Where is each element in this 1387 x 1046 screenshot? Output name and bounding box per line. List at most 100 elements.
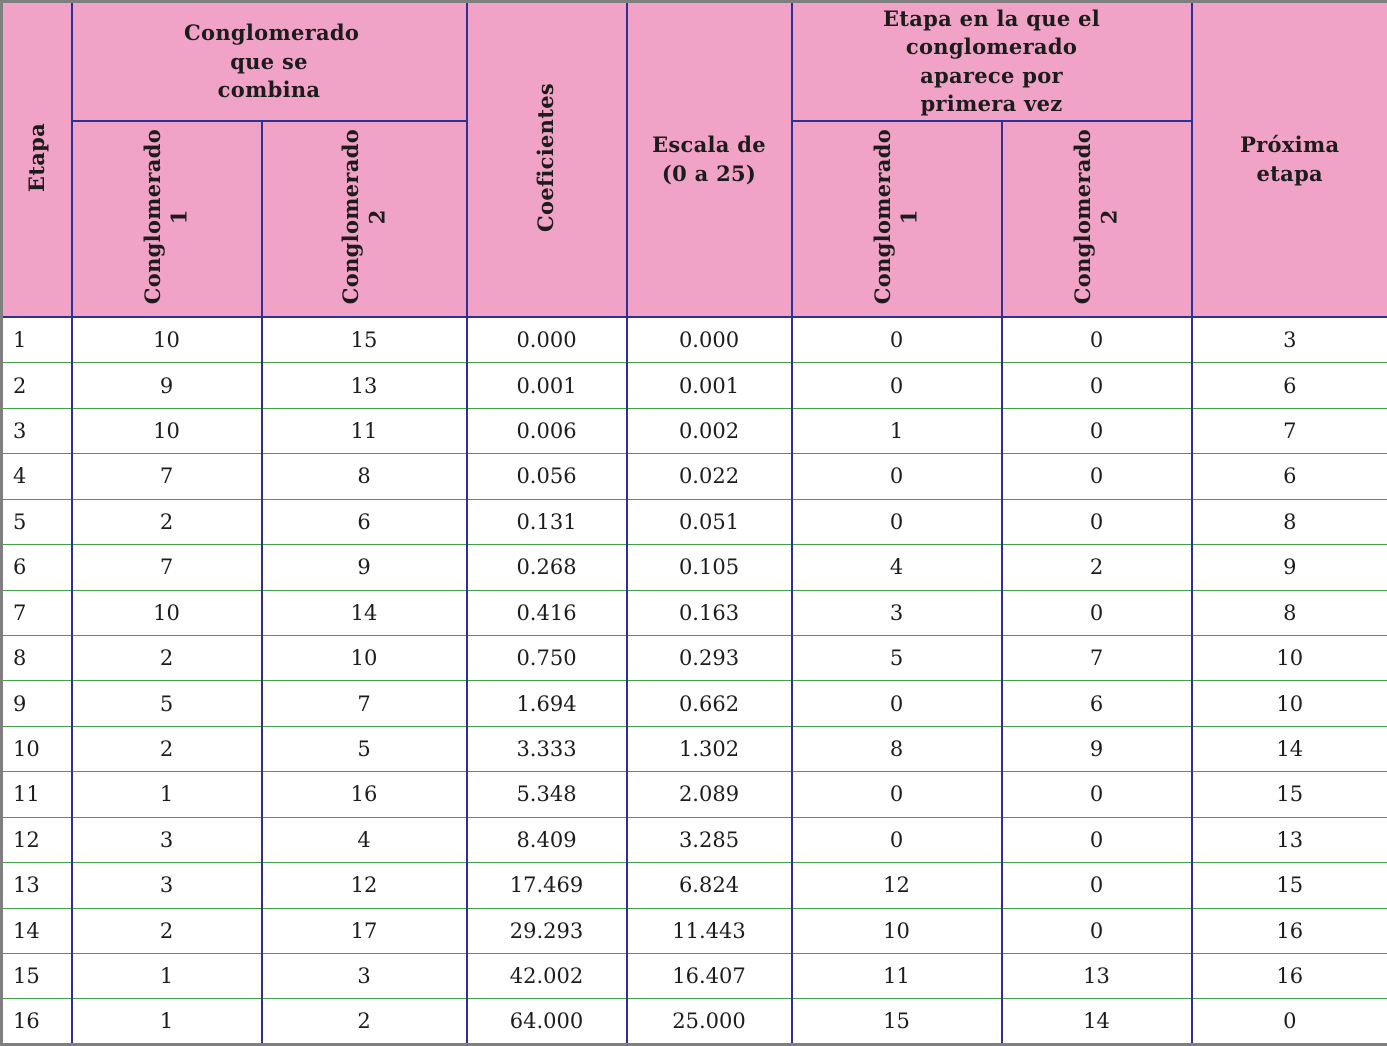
header-appear-conglomerado-1-label: Conglomerado 1 [870, 129, 923, 304]
table-cell: 3 [1190, 316, 1387, 364]
table-cell: 0 [790, 771, 1003, 818]
table-cell: 5 [790, 634, 1003, 682]
table-cell: 7 [1190, 407, 1387, 455]
table-row: 4 7 8 0.056 0.022 0 0 6 [0, 453, 1387, 500]
header-escala: Escala de (0 a 25) [625, 0, 793, 319]
table-cell: 13 [260, 362, 468, 409]
table-row: 5 2 6 0.131 0.051 0 0 8 [0, 498, 1387, 546]
table-cell: 3 [70, 816, 263, 864]
table-cell: 3 [0, 407, 73, 455]
table-cell: 15 [1190, 771, 1387, 818]
conglomerado-word: Conglomerado [870, 129, 896, 305]
table-cell: 0 [790, 362, 1003, 409]
table-row: 11 1 16 5.348 2.089 0 0 15 [0, 771, 1387, 818]
header-coeficientes: Coeficientes [465, 0, 628, 319]
header-appear-conglomerado-2: Conglomerado 2 [1000, 120, 1193, 319]
table-cell: 16.407 [625, 952, 793, 1000]
table-cell: 0.105 [625, 544, 793, 591]
table-cell: 0 [1000, 862, 1193, 909]
table-cell: 8 [1190, 589, 1387, 636]
table-row: 12 3 4 8.409 3.285 0 0 13 [0, 816, 1387, 864]
header-group-combine-label: Conglomerado que se combina [184, 20, 360, 102]
table-cell: 3 [790, 589, 1003, 636]
table-row: 14 2 17 29.293 11.443 10 0 16 [0, 907, 1387, 955]
table-cell: 1 [70, 771, 263, 818]
table-cell: 5 [0, 498, 73, 546]
table-cell: 14 [0, 907, 73, 955]
table-cell: 0.056 [465, 453, 628, 500]
header-group-first-appear-label: Etapa en la que el conglomerado aparece … [882, 6, 1101, 117]
table-cell: 4 [790, 544, 1003, 591]
table-row: 16 1 2 64.000 25.000 15 14 0 [0, 998, 1387, 1045]
table-cell: 3 [260, 952, 468, 1000]
table-cell: 11 [0, 771, 73, 818]
conglomerado-num: 1 [166, 209, 192, 225]
table-cell: 1 [790, 407, 1003, 455]
table-cell: 8.409 [465, 816, 628, 864]
table-cell: 0 [1000, 907, 1193, 955]
table-cell: 15 [790, 998, 1003, 1045]
table-cell: 17 [260, 907, 468, 955]
table-cell: 1 [70, 952, 263, 1000]
table-cell: 6 [1190, 362, 1387, 409]
table-cell: 7 [0, 589, 73, 636]
header-appear-conglomerado-1: Conglomerado 1 [790, 120, 1003, 319]
table-cell: 0 [1000, 407, 1193, 455]
header-sub-row: Conglomerado 1 Conglomerado 2 Conglomerado… [2, 120, 1387, 319]
table-cell: 0.268 [465, 544, 628, 591]
table-cell: 0.131 [465, 498, 628, 546]
table-row: 13 3 12 17.469 6.824 12 0 15 [0, 862, 1387, 909]
table-cell: 0.000 [465, 316, 628, 364]
table-row: 7 10 14 0.416 0.163 3 0 8 [0, 589, 1387, 636]
table-cell: 7 [70, 544, 263, 591]
table-cell: 3.285 [625, 816, 793, 864]
table-cell: 16 [1190, 907, 1387, 955]
header-group-first-appear: Etapa en la que el conglomerado aparece … [790, 0, 1193, 123]
table-cell: 0.001 [625, 362, 793, 409]
table-cell: 11.443 [625, 907, 793, 955]
table-cell: 10 [70, 316, 263, 364]
table-cell: 10 [1190, 680, 1387, 727]
table-cell: 0 [1000, 589, 1193, 636]
table-row: 15 1 3 42.002 16.407 11 13 16 [0, 952, 1387, 1000]
table-cell: 0.662 [625, 680, 793, 727]
table-cell: 2 [260, 998, 468, 1045]
table-cell: 14 [260, 589, 468, 636]
header-escala-label: Escala de (0 a 25) [652, 131, 766, 188]
table-cell: 8 [0, 634, 73, 682]
table-cell: 7 [260, 680, 468, 727]
header-escala-line1: Escala de [652, 132, 766, 158]
table-cell: 13 [1000, 952, 1193, 1000]
header-coeficientes-label: Coeficientes [533, 82, 559, 232]
table-cell: 7 [70, 453, 263, 500]
table-cell: 5.348 [465, 771, 628, 818]
table-body: 1 10 15 0.000 0.000 0 0 3 2 9 13 0.001 0.001 0 0 6 3 10 11… [0, 316, 1387, 1045]
table-cell: 2 [70, 725, 263, 773]
header-proxima-etapa: Próxima etapa [1190, 0, 1387, 319]
table-cell: 6 [1190, 453, 1387, 500]
table-row: 10 2 5 3.333 1.302 8 9 14 [0, 725, 1387, 773]
table-cell: 9 [260, 544, 468, 591]
table-cell: 0.416 [465, 589, 628, 636]
table-cell: 15 [1190, 862, 1387, 909]
table-cell: 12 [260, 862, 468, 909]
table-cell: 10 [70, 589, 263, 636]
table-cell: 4 [260, 816, 468, 864]
table-cell: 9 [0, 680, 73, 727]
table-cell: 16 [0, 998, 73, 1045]
table-cell: 10 [790, 907, 1003, 955]
table-cell: 6 [1000, 680, 1193, 727]
table-cell: 2 [1000, 544, 1193, 591]
table-cell: 14 [1000, 998, 1193, 1045]
header-combine-conglomerado-2: Conglomerado 2 [260, 120, 468, 319]
table-cell: 9 [70, 362, 263, 409]
table-cell: 4 [0, 453, 73, 500]
table-cell: 25.000 [625, 998, 793, 1045]
table-cell: 16 [260, 771, 468, 818]
header-combine-conglomerado-1-label: Conglomerado 1 [140, 129, 193, 304]
table-cell: 12 [790, 862, 1003, 909]
table-cell: 16 [1190, 952, 1387, 1000]
table-cell: 8 [790, 725, 1003, 773]
table-cell: 0 [790, 816, 1003, 864]
conglomerado-word: Conglomerado [1070, 129, 1096, 305]
